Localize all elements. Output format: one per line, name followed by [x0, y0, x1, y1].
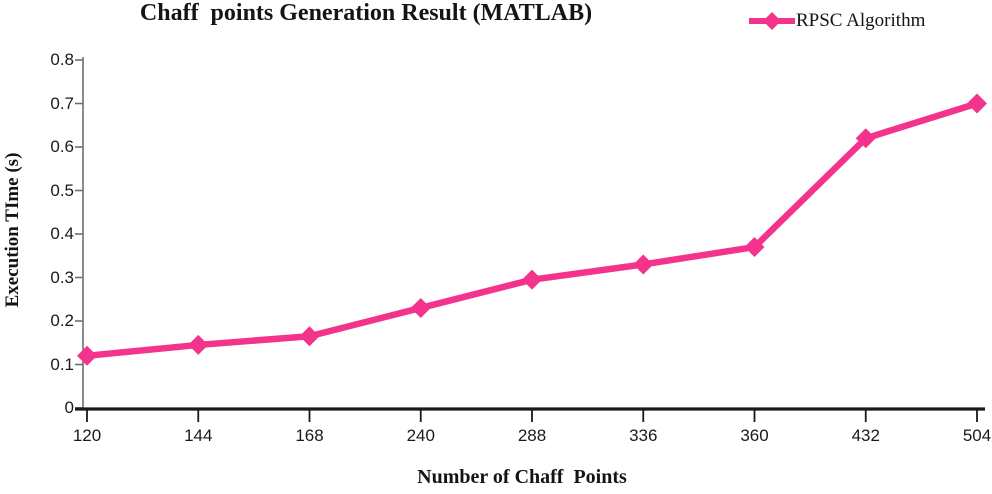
x-tick-label: 144: [184, 426, 213, 445]
data-point-marker: [522, 269, 542, 290]
y-tick-label: 0: [64, 398, 74, 417]
y-tick-label: 0.6: [50, 137, 74, 156]
x-tick-label: 168: [295, 426, 324, 445]
data-point-marker: [299, 326, 320, 347]
x-tick-label: 360: [740, 426, 769, 445]
x-tick-label: 120: [72, 426, 102, 445]
y-tick-label: 0.5: [50, 180, 74, 200]
data-point-marker: [410, 297, 431, 318]
legend: RPSC Algorithm: [748, 9, 925, 33]
data-point-marker: [188, 334, 209, 355]
data-point-marker: [967, 93, 987, 114]
legend-label: RPSC Algorithm: [796, 10, 926, 31]
legend-diamond-icon: [763, 12, 781, 30]
y-tick-label: 0.4: [50, 224, 74, 243]
x-tick-label: 288: [517, 426, 547, 445]
y-tick-label: 0.7: [50, 93, 74, 113]
chart-title: Chaff points Generation Result (MATLAB): [139, 0, 593, 26]
series-line: [83, 100, 981, 360]
x-tick-label: 240: [406, 426, 435, 445]
x-tick-label: 336: [629, 426, 658, 445]
data-point-marker: [77, 345, 97, 366]
data-point-marker: [855, 128, 876, 149]
y-tick-label: 0.8: [50, 50, 74, 69]
y-tick-label: 0.1: [50, 354, 74, 374]
x-tick-label: 504: [962, 426, 992, 445]
x-axis-title: Number of Chaff Points: [417, 466, 627, 488]
data-point-marker: [744, 237, 765, 258]
x-tick-label: 432: [851, 426, 880, 445]
y-tick-label: 0.2: [50, 311, 74, 330]
data-point-marker: [633, 254, 654, 275]
legend-line-marker-icon: [749, 12, 795, 30]
y-tick-label: 0.3: [50, 267, 74, 287]
